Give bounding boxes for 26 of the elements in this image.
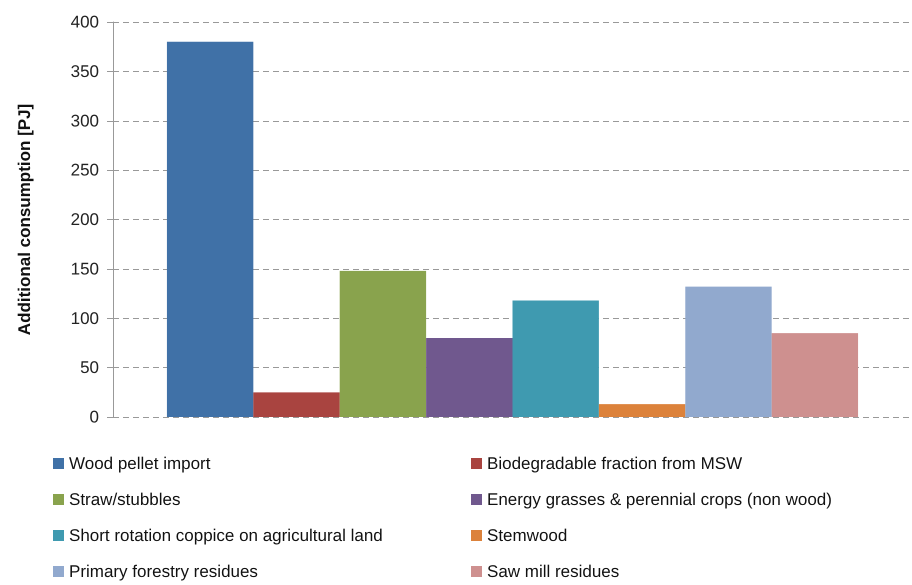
legend-label: Straw/stubbles <box>69 490 180 509</box>
bar <box>598 404 686 417</box>
legend-label: Wood pellet import <box>69 454 211 473</box>
y-tick-label: 50 <box>80 358 99 378</box>
legend-label: Biodegradable fraction from MSW <box>487 454 742 473</box>
y-tick-label: 100 <box>70 308 99 328</box>
bar <box>426 338 512 417</box>
legend-label: Energy grasses & perennial crops (non wood) <box>487 490 832 509</box>
y-tick-label: 350 <box>70 62 99 81</box>
legend-label: Stemwood <box>487 526 568 545</box>
bar <box>772 333 858 417</box>
y-tick-label: 0 <box>90 408 99 426</box>
y-tick-label: 250 <box>70 160 99 180</box>
y-tick-label: 150 <box>70 259 99 278</box>
y-tick-label: 400 <box>70 12 99 32</box>
y-axis-title: Additional consumption [PJ] <box>15 104 34 336</box>
legend-label: Primary forestry residues <box>69 562 258 581</box>
legend-label: Short rotation coppice on agricultural land <box>69 526 383 545</box>
y-tick-label: 200 <box>70 210 99 229</box>
bar <box>166 42 254 417</box>
bar <box>685 286 772 417</box>
legend-label: Saw mill residues <box>487 562 620 581</box>
y-tick-label: 300 <box>70 111 99 130</box>
bar <box>340 270 426 417</box>
bar <box>512 300 599 417</box>
bar <box>253 392 340 417</box>
